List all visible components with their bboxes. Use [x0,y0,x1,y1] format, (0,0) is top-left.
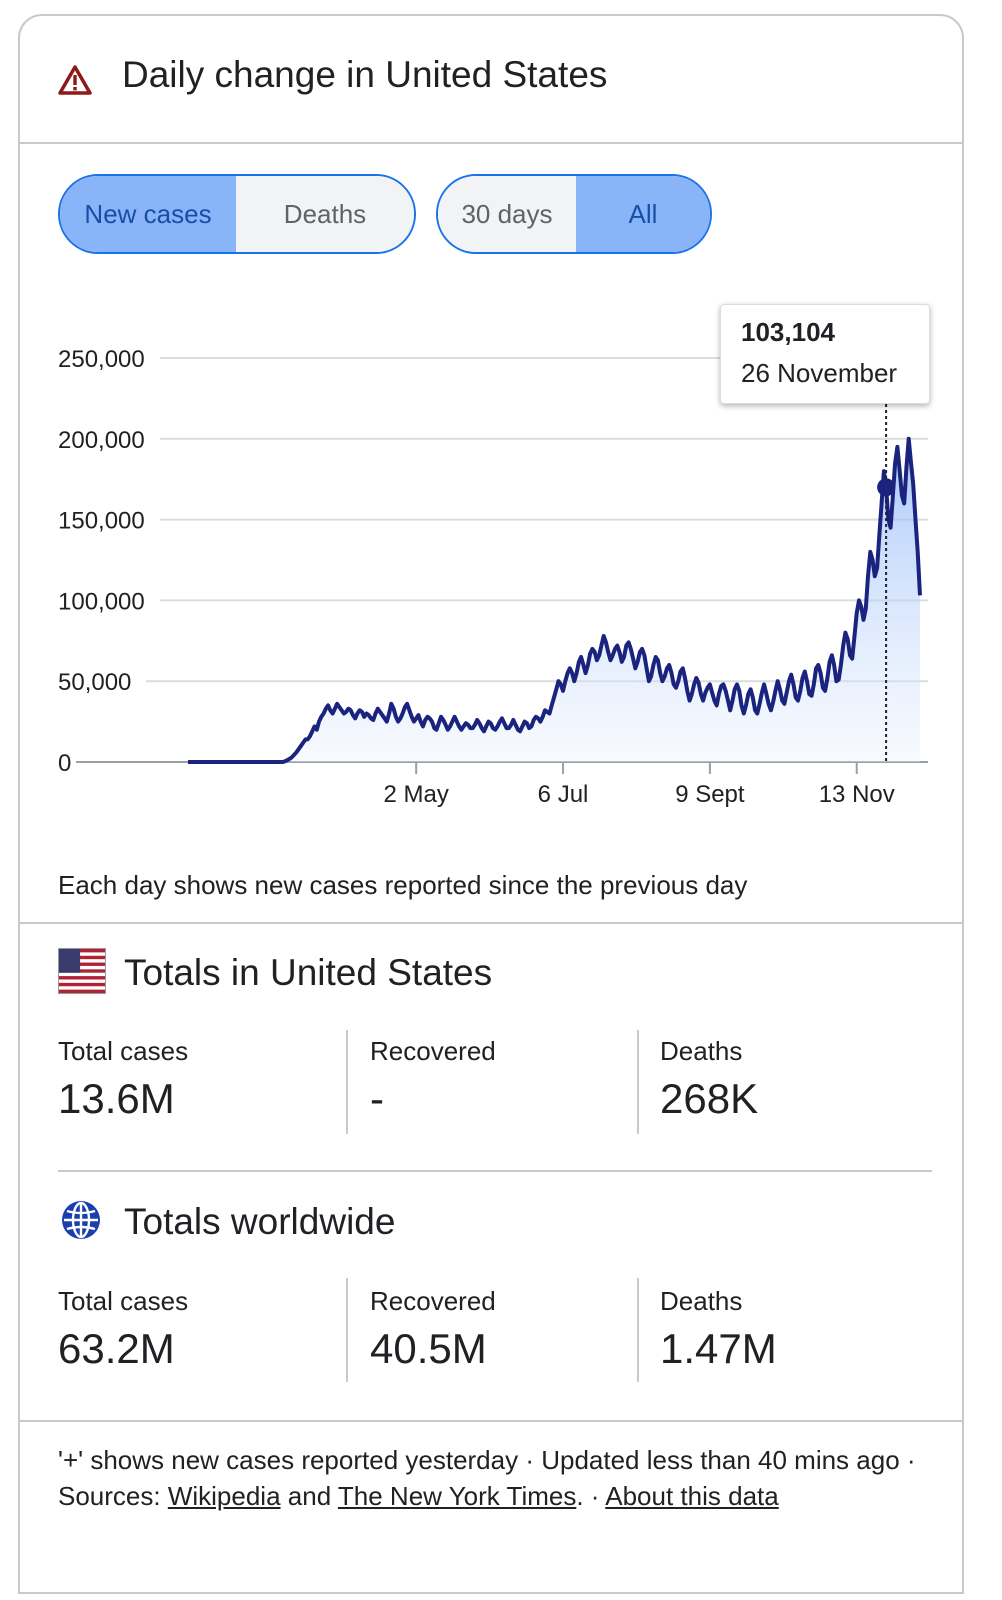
world-deaths: Deaths 1.47M [660,1286,777,1373]
covid-card: Daily change in United States New cases … [18,14,964,1594]
x-tick-label: 6 Jul [538,781,589,808]
world-totals-title: Totals worldwide [124,1201,396,1242]
stat-label: Deaths [660,1036,743,1066]
us-flag-icon [58,948,106,994]
divider [20,1420,962,1422]
us-recovered: Recovered - [370,1036,496,1123]
globe-icon [62,1201,100,1239]
divider [20,922,962,924]
y-tick-label: 100,000 [58,588,145,615]
world-recovered: Recovered 40.5M [370,1286,496,1373]
y-tick-label: 150,000 [58,508,145,535]
tooltip-value: 103,104 [741,317,835,347]
chart-tooltip: 103,104 26 November [720,304,930,404]
y-tick-label: 250,000 [58,346,145,373]
deaths-button[interactable]: Deaths [236,176,414,252]
divider [346,1278,348,1382]
divider [58,1170,932,1172]
us-total-cases: Total cases 13.6M [58,1036,188,1123]
x-tick-label: 13 Nov [819,781,895,808]
footer-text: . · [576,1481,606,1511]
us-deaths: Deaths 268K [660,1036,758,1123]
stat-value: 40.5M [370,1325,487,1372]
nyt-link[interactable]: The New York Times [337,1481,577,1511]
series-line-new-cases [188,436,922,764]
metric-toggle: New cases Deaths [58,174,416,254]
warning-triangle-icon [58,65,92,95]
new-cases-button[interactable]: New cases [60,176,236,252]
footer-text: '+' shows new cases reported yesterday ·… [58,1445,916,1511]
world-total-cases: Total cases 63.2M [58,1286,188,1373]
y-tick-label: 200,000 [58,427,145,454]
tooltip-date: 26 November [741,358,898,388]
highlight-point [877,478,896,497]
divider [637,1030,639,1134]
wikipedia-link[interactable]: Wikipedia [167,1481,281,1511]
card-header: Daily change in United States [20,16,962,144]
stat-label: Total cases [58,1036,189,1066]
divider [346,1030,348,1134]
stat-label: Deaths [660,1286,743,1316]
footer-text: and [280,1481,338,1511]
stat-value: - [370,1075,384,1122]
all-button[interactable]: All [576,176,710,252]
thirty-days-button[interactable]: 30 days [438,176,576,252]
stat-label: Total cases [58,1286,189,1316]
page-title: Daily change in United States [122,54,608,95]
y-tick-label: 50,000 [58,669,131,696]
y-tick-label: 0 [58,750,71,777]
range-toggle: 30 days All [436,174,712,254]
x-tick-label: 9 Sept [675,781,745,808]
stat-value: 268K [660,1075,759,1122]
series-area [188,438,920,762]
stat-label: Recovered [370,1036,496,1066]
about-data-link[interactable]: About this data [605,1481,779,1511]
footer-note: '+' shows new cases reported yesterday ·… [58,1442,928,1514]
x-tick-label: 2 May [384,781,449,808]
us-totals-title: Totals in United States [124,952,493,993]
chart-note: Each day shows new cases reported since … [58,870,748,900]
stat-value: 63.2M [58,1325,175,1372]
stat-label: Recovered [370,1286,496,1316]
stat-value: 1.47M [660,1325,777,1372]
new-cases-chart[interactable]: 0 50,000 100,000 150,000 200,000 250,000 2 May… [20,16,964,866]
divider [637,1278,639,1382]
stat-value: 13.6M [58,1075,175,1122]
